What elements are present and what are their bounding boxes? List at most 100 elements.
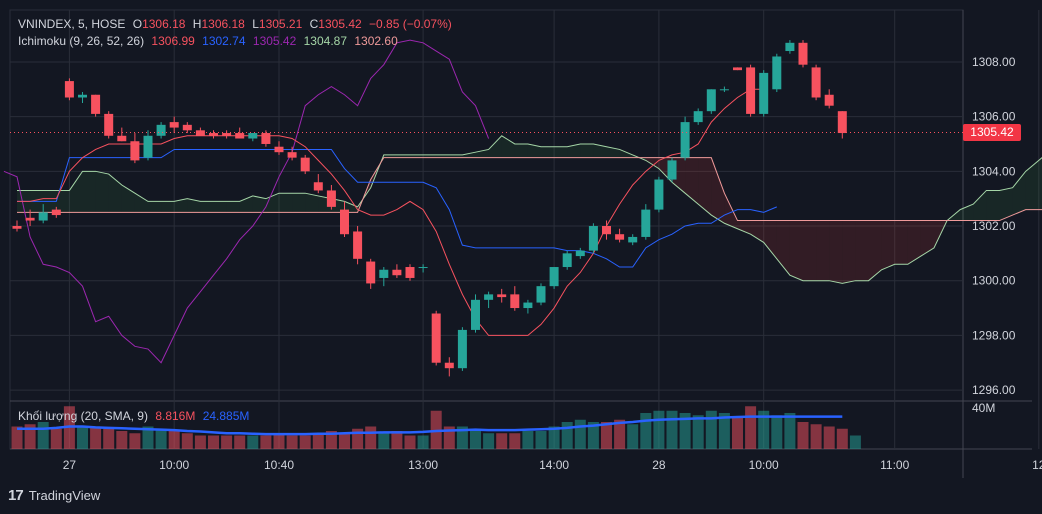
candle-body bbox=[785, 42, 795, 52]
y-tick-label: 1298.00 bbox=[972, 328, 1016, 342]
cloud-segment bbox=[252, 195, 266, 213]
cloud-segment bbox=[174, 198, 188, 213]
cloud-segment bbox=[383, 154, 397, 158]
candle-body bbox=[287, 152, 297, 158]
cloud-segment bbox=[488, 135, 502, 158]
close-value: 1305.42 bbox=[318, 17, 362, 31]
volume-bar bbox=[522, 431, 534, 449]
spanA-value: 1304.87 bbox=[303, 34, 348, 48]
volume-bar bbox=[810, 424, 822, 449]
candle-body bbox=[431, 313, 441, 363]
cloud-segment bbox=[501, 135, 515, 158]
volume-bar bbox=[208, 435, 219, 449]
cloud-segment bbox=[95, 171, 109, 213]
volume-bar bbox=[365, 426, 377, 449]
volume-bar bbox=[273, 433, 285, 449]
spanB-value: 1302.60 bbox=[354, 34, 398, 48]
cloud-segment bbox=[226, 201, 240, 213]
candle-body bbox=[313, 182, 323, 191]
x-tick-label: 10:00 bbox=[749, 458, 779, 472]
candle-body bbox=[353, 231, 363, 259]
ichimoku-label: Ichimoku (9, 26, 52, 26) bbox=[18, 34, 145, 48]
volume-bar bbox=[77, 426, 88, 449]
candle-body bbox=[379, 269, 389, 278]
volume-bar bbox=[339, 433, 350, 449]
volume-bar bbox=[11, 426, 23, 449]
cloud-segment bbox=[449, 154, 463, 158]
volume-bar bbox=[679, 413, 691, 449]
x-tick-label: 14:00 bbox=[539, 458, 569, 472]
candle-body bbox=[444, 362, 454, 369]
candle-body bbox=[91, 94, 101, 114]
candle-body bbox=[575, 250, 585, 257]
open-value: 1306.18 bbox=[142, 17, 186, 31]
candle-body bbox=[38, 212, 48, 221]
x-tick-label: 28 bbox=[652, 458, 666, 472]
candle-body bbox=[392, 269, 402, 276]
candle-body bbox=[182, 124, 192, 131]
volume-bar bbox=[299, 435, 311, 449]
cloud-segment bbox=[999, 187, 1013, 221]
cloud-segment bbox=[1012, 171, 1026, 216]
cloud-segment bbox=[606, 146, 620, 158]
cloud-segment bbox=[423, 154, 437, 158]
y-tick-label: 1302.00 bbox=[972, 219, 1016, 233]
volume-bar bbox=[653, 410, 665, 449]
volume-bar bbox=[718, 413, 730, 449]
cloud-segment bbox=[711, 157, 725, 224]
candle-body bbox=[261, 133, 271, 144]
volume-bar bbox=[705, 410, 717, 449]
candle-body bbox=[706, 89, 716, 112]
candle-body bbox=[719, 89, 729, 91]
candle-body bbox=[811, 67, 821, 98]
candle-body bbox=[457, 329, 467, 369]
volume-bar bbox=[548, 426, 560, 449]
lagging-span bbox=[3, 39, 490, 364]
conversion-line bbox=[17, 88, 764, 336]
volume-bar bbox=[378, 433, 390, 449]
volume-bar bbox=[561, 422, 573, 449]
y-tick-label: 1304.00 bbox=[972, 164, 1016, 178]
cloud-segment bbox=[685, 157, 699, 205]
cloud-segment bbox=[396, 154, 410, 158]
cloud-segment bbox=[580, 143, 594, 158]
volume-bar bbox=[142, 426, 154, 449]
cloud-segment bbox=[724, 193, 738, 229]
volume-bar bbox=[443, 426, 455, 449]
cloud-segment bbox=[292, 193, 306, 213]
volume-bar bbox=[286, 435, 298, 449]
cloud-segment bbox=[239, 195, 253, 213]
cloud-segment bbox=[829, 220, 843, 284]
candle-body bbox=[549, 267, 559, 287]
candle-body bbox=[143, 135, 153, 158]
cloud-segment bbox=[855, 220, 869, 281]
cloud-segment bbox=[541, 146, 555, 158]
cloud-segment bbox=[973, 190, 987, 221]
cloud-segment bbox=[789, 220, 803, 281]
cloud-segment bbox=[82, 171, 96, 213]
x-tick-label: 10:00 bbox=[159, 458, 189, 472]
cloud-segment bbox=[514, 143, 528, 158]
volume-bar bbox=[234, 435, 246, 449]
leading-span-b bbox=[17, 157, 1042, 222]
cloud-segment bbox=[763, 220, 777, 259]
volume-bar bbox=[849, 435, 861, 449]
volume-bar bbox=[784, 413, 796, 449]
candle-body bbox=[248, 133, 258, 139]
conversion-value: 1306.99 bbox=[151, 34, 195, 48]
candle-body bbox=[117, 135, 127, 142]
cloud-segment bbox=[200, 201, 214, 213]
cloud-segment bbox=[410, 154, 424, 158]
cloud-segment bbox=[56, 190, 70, 213]
volume-legend: Khối lượng (20, SMA, 9) 8.816M 24.885M bbox=[18, 409, 253, 423]
candle-body bbox=[536, 286, 546, 303]
y-tick-label: 1300.00 bbox=[972, 274, 1016, 288]
volume-bar bbox=[260, 435, 272, 449]
volume-bar bbox=[37, 422, 49, 449]
candle-body bbox=[12, 226, 22, 229]
candle-body bbox=[300, 157, 310, 172]
cloud-segment bbox=[868, 220, 882, 281]
tradingview-branding[interactable]: 17 TradingView bbox=[8, 487, 100, 504]
candle-body bbox=[209, 133, 218, 136]
